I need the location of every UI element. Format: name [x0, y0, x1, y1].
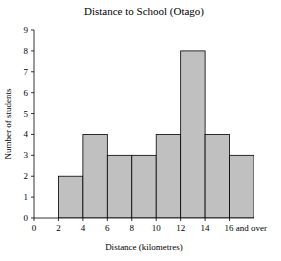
- y-tick: [31, 92, 34, 93]
- title: Distance to School (Otago): [84, 5, 204, 18]
- y-tick-label: 8: [24, 46, 29, 56]
- x-tick: [131, 218, 132, 221]
- x-tick-label: 0: [32, 223, 37, 233]
- chart-container: Distance to School (Otago)01234567890246…: [0, 0, 281, 261]
- x-tick: [205, 218, 206, 221]
- y-tick-label: 9: [24, 25, 29, 35]
- y-axis: [34, 30, 35, 218]
- y-tick-label: 4: [24, 129, 29, 139]
- y-tick: [31, 218, 34, 219]
- y-tick: [31, 197, 34, 198]
- x-tick-label: 2: [56, 223, 61, 233]
- x-tick-label: 12: [176, 223, 185, 233]
- x-tick-label: 4: [81, 223, 86, 233]
- y-tick-label: 1: [24, 192, 29, 202]
- x-tick: [180, 218, 181, 221]
- y-tick-label: 5: [24, 109, 29, 119]
- x-tick: [82, 218, 83, 221]
- y-tick-label: 6: [24, 88, 29, 98]
- chart-svg: Distance to School (Otago)01234567890246…: [0, 0, 281, 261]
- x-tick-label: 10: [152, 223, 162, 233]
- bar: [205, 134, 229, 218]
- x-tick-label: 6: [105, 223, 110, 233]
- bar: [107, 155, 131, 218]
- bars: [58, 51, 254, 218]
- y-tick-label: 0: [24, 213, 29, 223]
- bar: [58, 176, 82, 218]
- x-tick: [34, 218, 35, 221]
- x-axis-label: Distance (kilometres): [105, 242, 183, 252]
- y-tick: [31, 176, 34, 177]
- bar: [132, 155, 156, 218]
- y-tick: [31, 113, 34, 114]
- y-tick-label: 2: [24, 171, 29, 181]
- y-tick: [31, 30, 34, 31]
- x-tick-label: 16 and over: [225, 223, 267, 233]
- x-tick: [229, 218, 230, 221]
- y-tick-label: 7: [24, 67, 29, 77]
- y-tick: [31, 50, 34, 51]
- bar: [83, 134, 107, 218]
- x-tick: [58, 218, 59, 221]
- x-tick-label: 14: [201, 223, 211, 233]
- bar: [181, 51, 205, 218]
- x-tick-label: 8: [130, 223, 135, 233]
- x-axis: [34, 218, 254, 219]
- x-tick: [156, 218, 157, 221]
- y-tick: [31, 155, 34, 156]
- bar: [156, 134, 180, 218]
- x-tick: [107, 218, 108, 221]
- y-axis-label: Number of students: [3, 88, 13, 159]
- y-tick-label: 3: [24, 150, 29, 160]
- y-tick: [31, 134, 34, 135]
- y-tick: [31, 71, 34, 72]
- bar: [230, 155, 254, 218]
